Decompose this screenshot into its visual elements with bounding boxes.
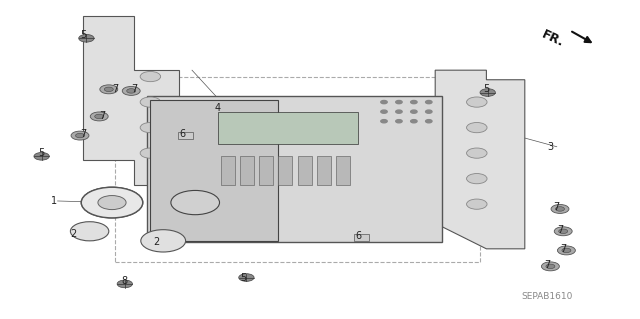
Text: 7: 7 xyxy=(80,129,86,139)
Circle shape xyxy=(171,190,220,215)
Circle shape xyxy=(556,207,564,211)
Text: SEPAB1610: SEPAB1610 xyxy=(522,293,573,301)
Circle shape xyxy=(467,122,487,133)
Circle shape xyxy=(95,114,104,119)
Circle shape xyxy=(381,100,387,104)
Circle shape xyxy=(467,148,487,158)
Text: 6: 6 xyxy=(179,129,186,139)
FancyBboxPatch shape xyxy=(259,156,273,185)
Text: 4: 4 xyxy=(214,103,221,114)
Circle shape xyxy=(411,120,417,123)
Circle shape xyxy=(551,204,569,213)
Circle shape xyxy=(70,222,109,241)
Circle shape xyxy=(426,100,432,104)
Circle shape xyxy=(34,152,49,160)
Polygon shape xyxy=(435,70,525,249)
Circle shape xyxy=(140,97,161,107)
Circle shape xyxy=(90,112,108,121)
Circle shape xyxy=(81,187,143,218)
Circle shape xyxy=(396,120,402,123)
Circle shape xyxy=(381,110,387,113)
Circle shape xyxy=(81,187,143,218)
FancyBboxPatch shape xyxy=(278,156,292,185)
Polygon shape xyxy=(83,16,179,185)
Text: 3: 3 xyxy=(547,142,554,152)
FancyBboxPatch shape xyxy=(354,234,369,241)
Circle shape xyxy=(557,246,575,255)
Text: 5: 5 xyxy=(240,272,246,283)
Circle shape xyxy=(426,120,432,123)
Text: 7: 7 xyxy=(560,244,566,254)
Text: 8: 8 xyxy=(122,276,128,286)
Circle shape xyxy=(140,71,161,82)
Circle shape xyxy=(396,110,402,113)
Text: 5: 5 xyxy=(80,30,86,40)
Text: 2: 2 xyxy=(70,229,77,240)
FancyBboxPatch shape xyxy=(218,112,358,144)
Circle shape xyxy=(554,227,572,236)
Circle shape xyxy=(541,262,559,271)
Text: 7: 7 xyxy=(557,225,563,235)
Circle shape xyxy=(467,97,487,107)
Text: 7: 7 xyxy=(131,84,138,94)
Circle shape xyxy=(411,100,417,104)
Circle shape xyxy=(546,264,555,269)
Circle shape xyxy=(100,85,118,94)
Circle shape xyxy=(117,280,132,288)
FancyBboxPatch shape xyxy=(240,156,254,185)
Text: 7: 7 xyxy=(544,260,550,270)
Circle shape xyxy=(239,274,254,281)
Text: 7: 7 xyxy=(99,111,106,122)
Circle shape xyxy=(396,100,402,104)
Circle shape xyxy=(79,34,94,42)
Circle shape xyxy=(141,230,186,252)
Circle shape xyxy=(411,110,417,113)
Text: 2: 2 xyxy=(154,237,160,248)
FancyBboxPatch shape xyxy=(221,156,235,185)
Circle shape xyxy=(480,89,495,96)
Text: 5: 5 xyxy=(483,84,490,94)
Text: 5: 5 xyxy=(38,148,45,158)
Text: 1: 1 xyxy=(51,196,58,206)
Circle shape xyxy=(467,199,487,209)
Circle shape xyxy=(426,110,432,113)
Circle shape xyxy=(467,174,487,184)
FancyBboxPatch shape xyxy=(298,156,312,185)
Circle shape xyxy=(98,196,126,210)
Circle shape xyxy=(122,86,140,95)
Circle shape xyxy=(127,89,136,93)
FancyBboxPatch shape xyxy=(178,132,193,139)
Text: 6: 6 xyxy=(355,231,362,241)
Circle shape xyxy=(140,148,161,158)
Circle shape xyxy=(559,229,568,234)
Circle shape xyxy=(140,122,161,133)
FancyBboxPatch shape xyxy=(150,100,278,241)
Circle shape xyxy=(76,133,84,138)
Circle shape xyxy=(71,131,89,140)
FancyBboxPatch shape xyxy=(317,156,331,185)
Circle shape xyxy=(104,87,113,92)
Text: 7: 7 xyxy=(554,202,560,212)
FancyBboxPatch shape xyxy=(147,96,442,242)
FancyBboxPatch shape xyxy=(336,156,350,185)
Circle shape xyxy=(562,248,571,253)
Circle shape xyxy=(381,120,387,123)
Text: FR.: FR. xyxy=(540,27,566,49)
Text: 7: 7 xyxy=(112,84,118,94)
